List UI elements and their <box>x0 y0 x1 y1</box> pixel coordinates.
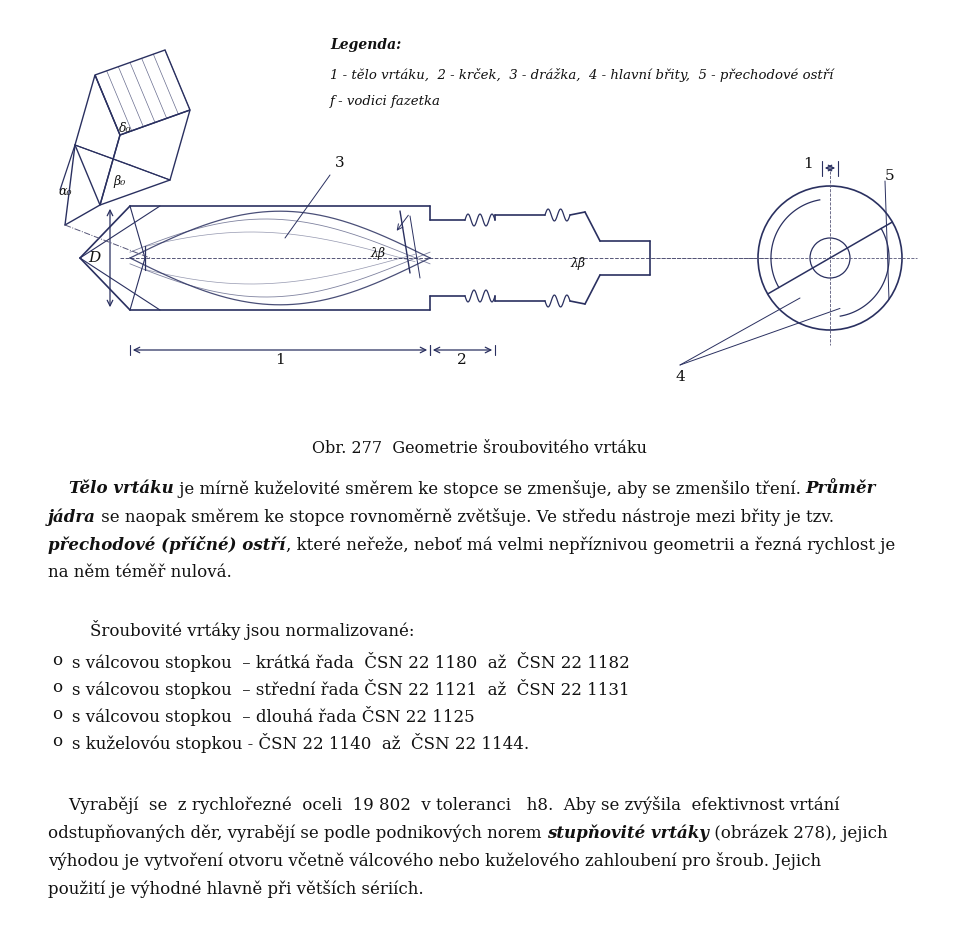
Text: , které neřeže, neboť má velmi nepříznivou geometrii a řezná rychlost je: , které neřeže, neboť má velmi nepřízniv… <box>285 536 895 553</box>
Text: 3: 3 <box>335 156 345 170</box>
Text: 4: 4 <box>675 370 684 384</box>
Text: Průměr: Průměr <box>805 480 876 497</box>
Text: o: o <box>52 679 62 696</box>
Text: 1: 1 <box>276 353 285 367</box>
Text: použití je výhodné hlavně při větších sériích.: použití je výhodné hlavně při větších sé… <box>48 880 423 898</box>
Text: Vyrabějí  se  z rychlořezné  oceli  19 802  v toleranci   h8.  Aby se zvýšila  e: Vyrabějí se z rychlořezné oceli 19 802 v… <box>48 796 839 814</box>
Text: výhodou je vytvoření otvoru včetně válcového nebo kuželového zahloubení pro šrou: výhodou je vytvoření otvoru včetně válco… <box>48 852 821 870</box>
Text: δ₀: δ₀ <box>119 122 132 135</box>
Text: D: D <box>87 251 100 265</box>
Text: α₀: α₀ <box>59 185 72 198</box>
Text: Obr. 277  Geometrie šroubovitého vrtáku: Obr. 277 Geometrie šroubovitého vrtáku <box>313 440 647 457</box>
Text: Legenda:: Legenda: <box>330 38 401 52</box>
Text: na něm téměř nulová.: na něm téměř nulová. <box>48 564 231 581</box>
Text: s kuželovóu stopkou - ČSN 22 1140  až  ČSN 22 1144.: s kuželovóu stopkou - ČSN 22 1140 až ČSN… <box>72 733 529 753</box>
Text: Šroubovité vrtáky jsou normalizované:: Šroubovité vrtáky jsou normalizované: <box>90 620 415 640</box>
Text: o: o <box>52 652 62 669</box>
Text: s válcovou stopkou  – dlouhá řada ČSN 22 1125: s válcovou stopkou – dlouhá řada ČSN 22 … <box>72 706 474 726</box>
Text: s válcovou stopkou  – střední řada ČSN 22 1121  až  ČSN 22 1131: s válcovou stopkou – střední řada ČSN 22… <box>72 679 630 699</box>
Text: (obrázek 278), jejich: (obrázek 278), jejich <box>708 824 887 842</box>
Text: přechodové (příčné) ostří: přechodové (příčné) ostří <box>48 536 285 554</box>
Text: stupňovité vrtáky: stupňovité vrtáky <box>547 824 708 842</box>
Text: se naopak směrem ke stopce rovnoměrně zvětšuje. Ve středu nástroje mezi břity je: se naopak směrem ke stopce rovnoměrně zv… <box>96 508 834 526</box>
Text: Tělo vrtáku: Tělo vrtáku <box>69 480 174 497</box>
Text: 1: 1 <box>804 157 813 171</box>
Text: s válcovou stopkou  – krátká řada  ČSN 22 1180  až  ČSN 22 1182: s válcovou stopkou – krátká řada ČSN 22 … <box>72 652 630 672</box>
Text: o: o <box>52 733 62 750</box>
Text: je mírně kuželovité směrem ke stopce se zmenšuje, aby se zmenšilo tření.: je mírně kuželovité směrem ke stopce se … <box>174 480 805 498</box>
Text: f - vodici fazetka: f - vodici fazetka <box>330 95 441 108</box>
Text: o: o <box>52 706 62 723</box>
Text: λβ: λβ <box>370 246 385 259</box>
Text: 2: 2 <box>457 353 467 367</box>
Text: odstupňovaných děr, vyrabějí se podle podnikových norem: odstupňovaných děr, vyrabějí se podle po… <box>48 824 547 842</box>
Text: 5: 5 <box>885 169 895 183</box>
Text: λβ: λβ <box>570 257 586 270</box>
Text: 1 - tělo vrtáku,  2 - krček,  3 - drážka,  4 - hlavní břity,  5 - přechodové ost: 1 - tělo vrtáku, 2 - krček, 3 - drážka, … <box>330 68 833 82</box>
Text: jádra: jádra <box>48 508 96 525</box>
Text: β₀: β₀ <box>114 175 126 188</box>
